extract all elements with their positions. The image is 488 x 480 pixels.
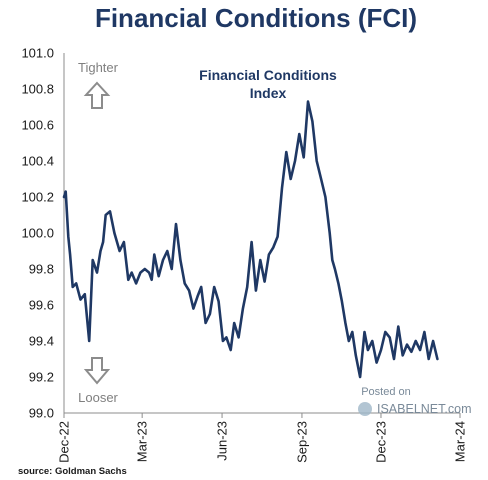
y-tick-label: 100.6 xyxy=(21,118,54,133)
looser-annotation: Looser xyxy=(78,357,119,405)
x-tick-label: Dec-22 xyxy=(57,421,72,463)
brand-label: ISABELNET.com xyxy=(377,402,471,416)
y-tick-label: 100.0 xyxy=(21,226,54,241)
x-tick-label: Jun-23 xyxy=(215,421,230,461)
y-tick-label: 101.0 xyxy=(21,46,54,61)
globe-icon xyxy=(358,402,372,416)
y-tick-label: 100.8 xyxy=(21,82,54,97)
y-tick-label: 99.8 xyxy=(29,262,54,277)
x-tick-label: Mar-24 xyxy=(453,421,468,462)
chart-title: Financial Conditions (FCI) xyxy=(95,3,417,33)
x-tick-label: Sep-23 xyxy=(294,421,309,463)
watermark: Posted on ISABELNET.com xyxy=(358,386,471,416)
y-tick-label: 99.2 xyxy=(29,370,54,385)
y-tick-label: 99.4 xyxy=(29,334,54,349)
posted-on-label: Posted on xyxy=(361,386,411,398)
arrow-down-icon xyxy=(83,357,111,385)
fci-series-line xyxy=(62,100,439,379)
chart-subtitle: Financial Conditions Index xyxy=(199,67,337,101)
subtitle-line-2: Index xyxy=(250,85,287,101)
y-tick-label: 100.2 xyxy=(21,190,54,205)
x-tick-labels: Dec-22 Mar-23 Jun-23 Sep-23 Dec-23 Mar-24 xyxy=(57,413,468,463)
subtitle-line-1: Financial Conditions xyxy=(199,67,337,83)
x-tick-label: Mar-23 xyxy=(135,421,150,462)
y-tick-label: 99.0 xyxy=(29,406,54,421)
source-note: source: Goldman Sachs xyxy=(18,466,127,477)
y-tick-label: 99.6 xyxy=(29,298,54,313)
arrow-up-icon xyxy=(83,81,111,109)
y-tick-label: 100.4 xyxy=(21,154,54,169)
looser-label: Looser xyxy=(78,390,118,405)
plot-area: 101.0 100.8 100.6 100.4 100.2 100.0 99.8 99.6 99… xyxy=(21,46,467,463)
tighter-annotation: Tighter xyxy=(78,60,119,109)
tighter-label: Tighter xyxy=(78,60,119,75)
x-tick-label: Dec-23 xyxy=(373,421,388,463)
y-tick-labels: 101.0 100.8 100.6 100.4 100.2 100.0 99.8 99.6 99… xyxy=(21,46,54,421)
